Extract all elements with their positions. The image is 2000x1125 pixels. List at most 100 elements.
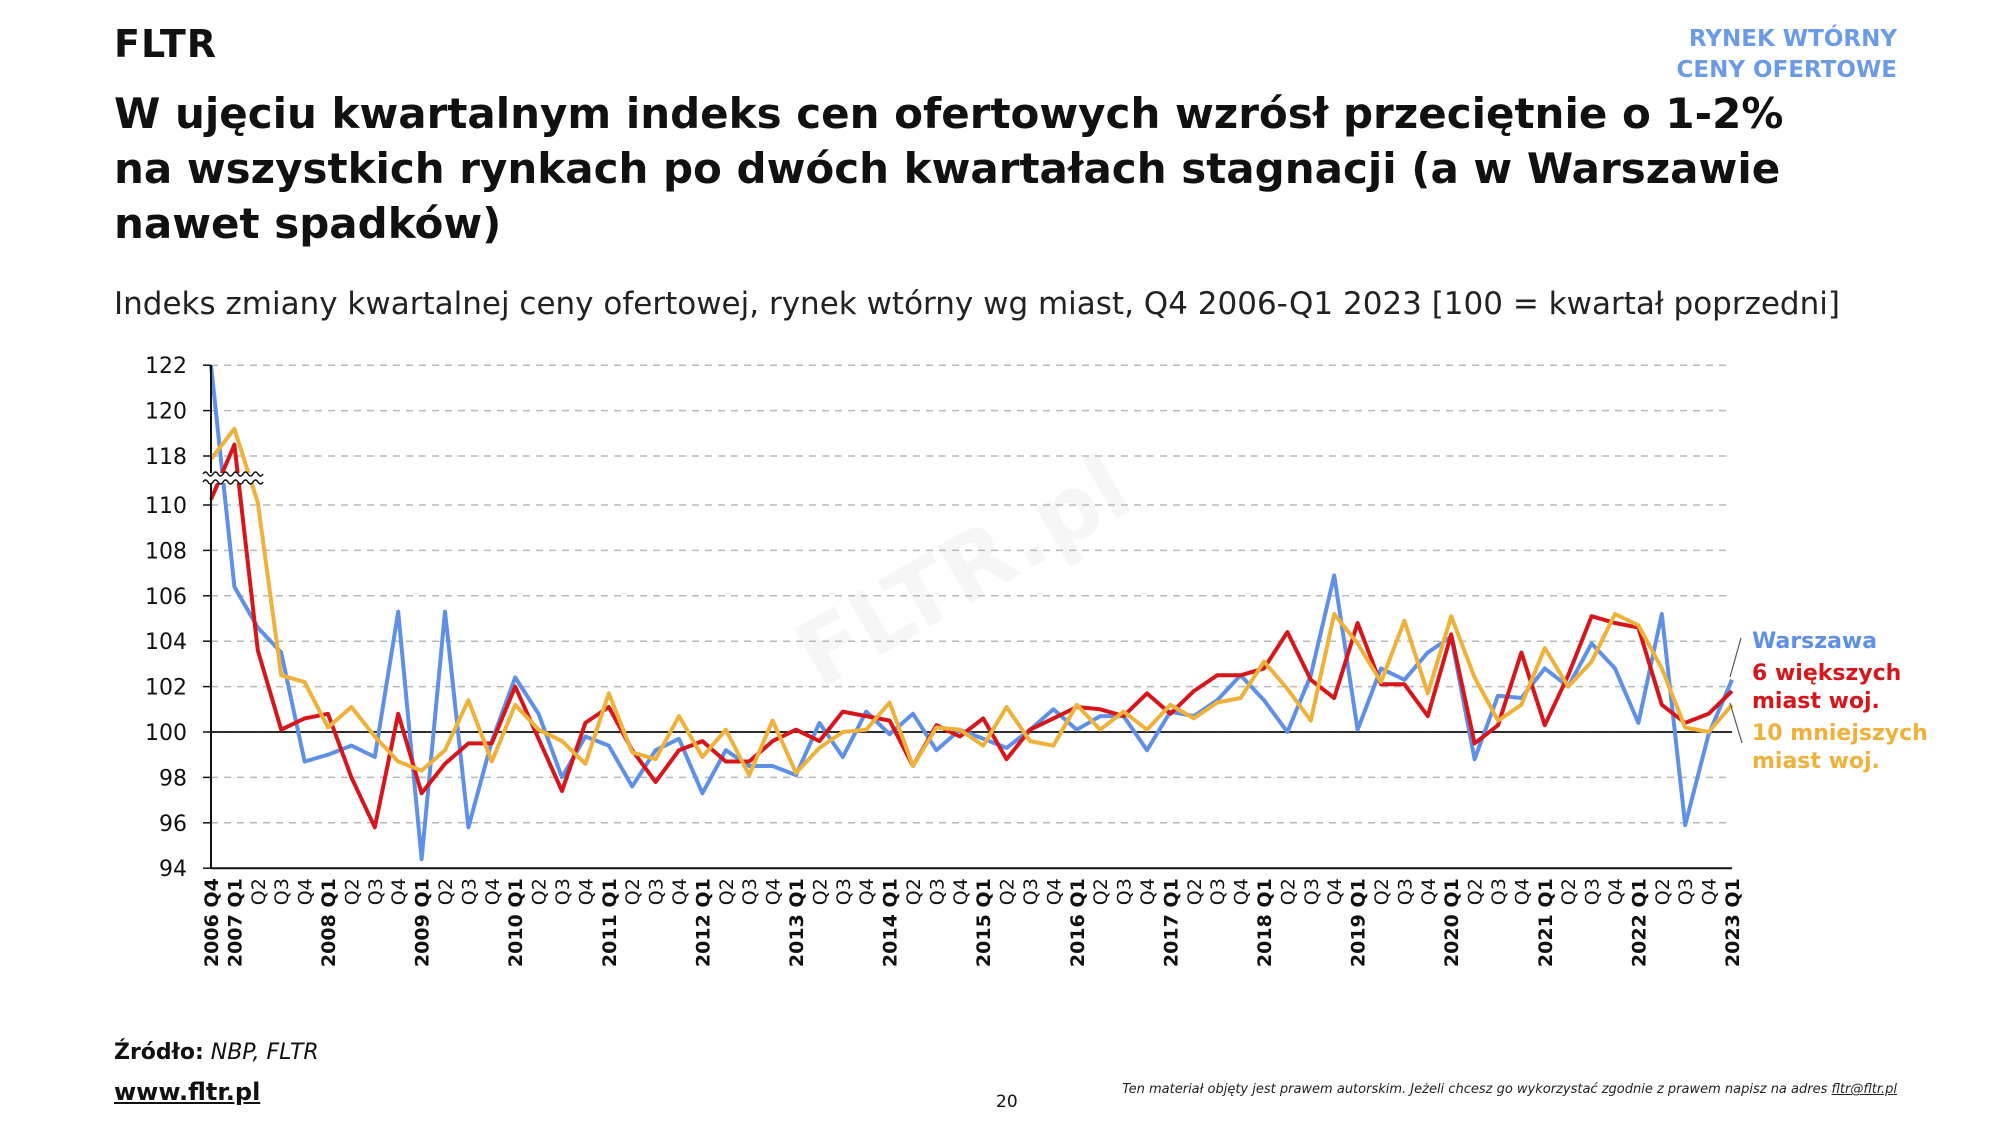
x-tick-label: Q2 xyxy=(997,878,1019,905)
x-tick-label: Q2 xyxy=(1184,878,1206,905)
y-tick-label: 100 xyxy=(145,721,187,746)
y-tick-label: 104 xyxy=(145,630,187,655)
section-label: RYNEK WTÓRNY CENY OFERTOWE xyxy=(1677,24,1897,86)
x-tick-label: 2020 Q1 xyxy=(1441,878,1463,967)
x-tick-label: Q4 xyxy=(1137,878,1159,905)
x-tick-label: Q4 xyxy=(1699,878,1721,905)
x-tick-label: Q3 xyxy=(833,878,855,905)
x-tick-label: Q2 xyxy=(248,878,270,905)
legend-6-miast-line1: 6 większych xyxy=(1752,661,1901,686)
x-tick-label: 2021 Q1 xyxy=(1535,878,1557,967)
page-title: W ujęciu kwartalnym indeks cen ofertowyc… xyxy=(114,89,1784,248)
x-tick-label: Q4 xyxy=(1511,878,1533,905)
x-tick-label: Q3 xyxy=(458,878,480,905)
source-value: NBP, FLTR xyxy=(210,1040,319,1065)
x-tick-label: Q3 xyxy=(926,878,948,905)
x-tick-label: Q3 xyxy=(1488,878,1510,905)
section-line-1: RYNEK WTÓRNY xyxy=(1688,26,1897,52)
axis-break-mask xyxy=(203,473,261,483)
series-line-0 xyxy=(209,364,1734,862)
source-note: Źródło: NBP, FLTR xyxy=(114,1040,319,1065)
x-tick-label: Q4 xyxy=(763,878,785,905)
y-tick-label: 110 xyxy=(145,494,187,519)
x-tick-label: 2018 Q1 xyxy=(1254,878,1276,967)
watermark: FLTR.pl xyxy=(779,435,1148,709)
x-tick-label: 2008 Q1 xyxy=(318,878,340,967)
x-tick-label: Q4 xyxy=(1231,878,1253,905)
legend-leader-line xyxy=(1729,702,1743,744)
y-tick-label: 122 xyxy=(145,354,187,379)
x-tick-label: 2017 Q1 xyxy=(1160,878,1182,967)
x-tick-label: Q4 xyxy=(950,878,972,905)
x-tick-label: 2015 Q1 xyxy=(973,878,995,967)
x-tick-label: 2011 Q1 xyxy=(599,878,621,967)
x-tick-label: Q4 xyxy=(388,878,410,905)
x-tick-label: Q3 xyxy=(1114,878,1136,905)
x-tick-label: Q2 xyxy=(809,878,831,905)
y-tick-label: 96 xyxy=(159,812,187,837)
x-tick-label: Q3 xyxy=(552,878,574,905)
x-tick-label: Q4 xyxy=(856,878,878,905)
x-tick-label: Q4 xyxy=(1418,878,1440,905)
x-tick-label: 2016 Q1 xyxy=(1067,878,1089,967)
y-tick-label: 106 xyxy=(145,585,187,610)
y-tick-label: 120 xyxy=(145,400,187,425)
x-tick-label: Q2 xyxy=(1371,878,1393,905)
section-line-2: CENY OFERTOWE xyxy=(1676,57,1897,83)
source-label: Źródło: xyxy=(114,1040,204,1065)
copyright-text: Ten materiał objęty jest prawem autorski… xyxy=(1122,1082,1828,1097)
y-tick-label: 118 xyxy=(145,445,187,470)
x-tick-label: Q2 xyxy=(341,878,363,905)
x-tick-label: Q4 xyxy=(1043,878,1065,905)
legend-10-miast-line2: miast woj. xyxy=(1752,749,1880,774)
x-tick-label: Q4 xyxy=(482,878,504,905)
x-tick-label: Q3 xyxy=(1207,878,1229,905)
x-tick-label: 2019 Q1 xyxy=(1348,878,1370,967)
x-tick-label: Q3 xyxy=(1394,878,1416,905)
x-tick-label: Q4 xyxy=(575,878,597,905)
x-tick-label: Q2 xyxy=(1090,878,1112,905)
x-tick-label: Q2 xyxy=(1558,878,1580,905)
legend-warszawa: Warszawa xyxy=(1752,629,1877,654)
x-tick-label: Q4 xyxy=(295,878,317,905)
x-tick-label: Q3 xyxy=(365,878,387,905)
x-tick-label: Q2 xyxy=(1465,878,1487,905)
axis-break-icon xyxy=(202,471,264,477)
x-tick-label: Q3 xyxy=(1020,878,1042,905)
x-tick-label: Q4 xyxy=(669,878,691,905)
x-tick-label: 2022 Q1 xyxy=(1628,878,1650,967)
x-tick-label: 2023 Q1 xyxy=(1722,878,1744,967)
y-tick-label: 98 xyxy=(159,766,187,791)
x-tick-label: 2013 Q1 xyxy=(786,878,808,967)
x-tick-label: Q4 xyxy=(1324,878,1346,905)
y-tick-label: 108 xyxy=(145,539,187,564)
x-tick-label: Q3 xyxy=(646,878,668,905)
x-tick-label: 2009 Q1 xyxy=(412,878,434,967)
x-tick-label: Q2 xyxy=(435,878,457,905)
x-tick-label: Q2 xyxy=(716,878,738,905)
x-tick-label: Q2 xyxy=(903,878,925,905)
fltr-logo: FLTR xyxy=(114,22,218,66)
series-line-1 xyxy=(209,442,1734,830)
copyright-email-link[interactable]: fltr@fltr.pl xyxy=(1831,1082,1897,1097)
x-tick-label: Q3 xyxy=(1301,878,1323,905)
legend-leader-line xyxy=(1729,637,1742,678)
chart-subtitle: Indeks zmiany kwartalnej ceny ofertowej,… xyxy=(114,286,1840,322)
website-link[interactable]: www.fltr.pl xyxy=(114,1078,261,1106)
axis-break-icon xyxy=(202,479,264,485)
x-tick-label: 2014 Q1 xyxy=(880,878,902,967)
x-tick-label: Q3 xyxy=(1675,878,1697,905)
x-tick-label: Q3 xyxy=(739,878,761,905)
copyright-note: Ten materiał objęty jest prawem autorski… xyxy=(1122,1082,1897,1097)
legend-10-miast-line1: 10 mniejszych xyxy=(1752,721,1928,746)
x-tick-label: Q2 xyxy=(1652,878,1674,905)
x-tick-label: Q2 xyxy=(1277,878,1299,905)
x-tick-label: Q2 xyxy=(622,878,644,905)
x-tick-label: Q2 xyxy=(529,878,551,905)
x-tick-label: 2012 Q1 xyxy=(692,878,714,967)
x-tick-label: Q4 xyxy=(1605,878,1627,905)
page-number: 20 xyxy=(996,1092,1018,1112)
x-tick-label: 2007 Q1 xyxy=(224,878,246,967)
x-tick-label: Q3 xyxy=(271,878,293,905)
